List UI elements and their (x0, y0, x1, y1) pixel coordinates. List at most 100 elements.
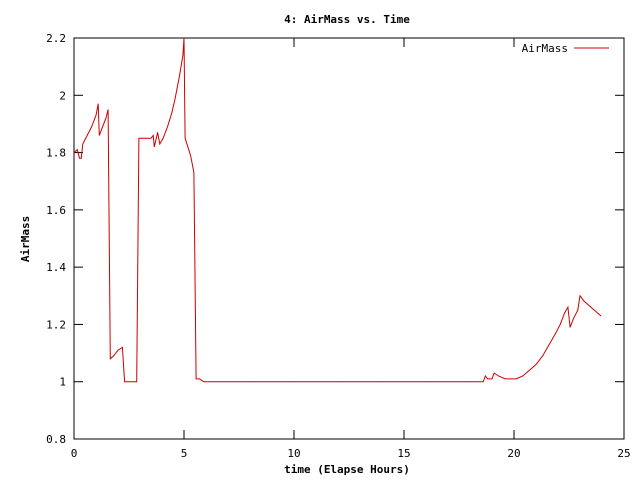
data-point (555, 332, 557, 334)
data-point (183, 37, 185, 39)
data-point (174, 97, 176, 99)
data-point (159, 143, 161, 145)
data-point (136, 381, 138, 383)
data-point (193, 172, 195, 174)
data-point (579, 295, 581, 297)
plot-frame (73, 37, 625, 440)
data-point (122, 346, 123, 348)
data-point (141, 137, 143, 139)
data-point (504, 378, 506, 380)
data-point (153, 146, 155, 148)
data-point (157, 132, 159, 133)
x-tick-label: 10 (287, 447, 300, 460)
y-tick-label: 1.6 (46, 204, 66, 217)
data-point (564, 312, 565, 314)
data-point (597, 312, 598, 314)
data-point (491, 378, 493, 380)
x-tick-label: 25 (617, 447, 630, 460)
y-tick-label: 2.2 (46, 32, 66, 45)
data-point (152, 134, 154, 136)
legend-label-airmass: AirMass (522, 42, 568, 55)
data-point (199, 378, 200, 380)
data-point (493, 372, 495, 374)
data-point (469, 381, 471, 383)
data-point (425, 381, 427, 383)
data-point (117, 349, 119, 351)
data-point (138, 137, 140, 139)
x-tick-label: 20 (507, 447, 520, 460)
data-point (150, 137, 152, 139)
data-point (600, 315, 602, 317)
data-point (337, 381, 339, 383)
data-point (109, 358, 111, 360)
x-tick-label: 0 (71, 447, 78, 460)
x-axis-ticks: 0 5 10 15 20 25 (71, 38, 631, 460)
data-point (76, 149, 78, 151)
y-tick-label: 1.8 (46, 147, 66, 160)
series-line-airmass (73, 37, 602, 383)
data-point (381, 381, 383, 383)
y-tick-label: 2 (59, 89, 66, 102)
data-point (482, 381, 484, 383)
data-point (293, 381, 295, 383)
data-point (584, 301, 585, 302)
data-point (577, 309, 579, 311)
data-point (171, 112, 173, 113)
data-point (511, 378, 513, 380)
data-point (249, 381, 251, 383)
data-point (113, 355, 114, 357)
data-point (515, 378, 517, 380)
data-point (535, 364, 537, 365)
data-point (184, 137, 186, 139)
data-point (162, 137, 164, 139)
data-point (569, 326, 571, 328)
data-point (190, 155, 192, 156)
data-point (124, 381, 125, 383)
data-point (567, 306, 569, 308)
data-point (80, 157, 82, 159)
data-point (86, 134, 88, 136)
data-point (529, 369, 530, 371)
x-tick-label: 15 (397, 447, 410, 460)
data-point (182, 54, 184, 56)
data-point (107, 109, 109, 111)
data-point (133, 381, 134, 383)
data-point (207, 381, 209, 383)
data-point (91, 126, 92, 128)
data-point (102, 126, 103, 128)
data-point (146, 137, 148, 139)
data-point (487, 378, 488, 380)
y-tick-label: 1.4 (46, 261, 66, 274)
y-axis-ticks: 0.8 1 1.2 1.4 1.6 1.8 2 2.2 (46, 32, 624, 446)
data-point (548, 344, 550, 345)
y-axis-label: AirMass (19, 216, 32, 262)
data-point (73, 152, 75, 153)
chart-title: 4: AirMass vs. Time (284, 13, 410, 26)
y-tick-label: 0.8 (46, 433, 66, 446)
data-point (203, 381, 205, 383)
y-tick-label: 1 (59, 376, 66, 389)
legend: AirMass (522, 42, 609, 55)
data-point (195, 378, 197, 380)
data-point (128, 381, 130, 383)
y-tick-label: 1.2 (46, 318, 66, 331)
data-point (498, 375, 499, 377)
data-point (179, 74, 181, 76)
data-point (82, 143, 84, 145)
data-point (98, 134, 100, 136)
data-point (522, 375, 524, 377)
data-point (95, 114, 97, 116)
data-point (542, 355, 543, 357)
data-point (573, 318, 574, 320)
x-axis-label: time (Elapse Hours) (284, 463, 410, 476)
data-point (485, 375, 486, 377)
x-tick-label: 5 (181, 447, 188, 460)
series-points-airmass (73, 37, 602, 383)
data-point (167, 126, 168, 128)
data-point (559, 324, 561, 325)
data-point (79, 157, 80, 159)
data-point (97, 103, 99, 105)
data-point (105, 117, 107, 119)
data-point (590, 306, 592, 308)
